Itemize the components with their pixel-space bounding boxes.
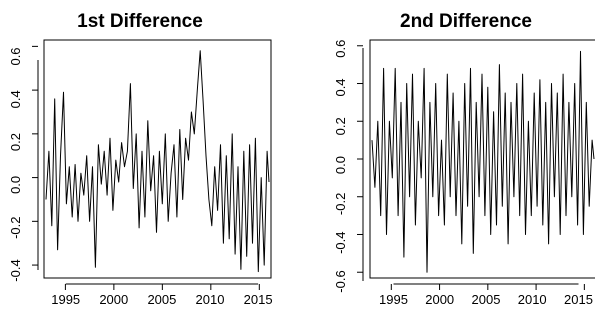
- y-tick-label: 0.2: [8, 133, 23, 151]
- x-tick-label: 2015: [564, 292, 593, 307]
- x-tick-label: 2005: [147, 292, 176, 307]
- y-tick-label: 0.6: [8, 47, 23, 65]
- chart-title: 2nd Difference: [400, 11, 532, 32]
- x-tick-label: 2000: [425, 292, 454, 307]
- x-tick-label: 2000: [99, 292, 128, 307]
- x-ticks: [64, 284, 260, 290]
- y-tick-label: 0.4: [333, 78, 348, 96]
- x-tick-label: 2005: [472, 292, 501, 307]
- series-line-2nd-difference: [371, 50, 595, 273]
- y-tick-label: -0.6: [333, 270, 348, 292]
- y-tick-label: -0.4: [333, 231, 348, 253]
- x-tick-label: 2015: [244, 292, 273, 307]
- x-tick-label: 1995: [51, 292, 80, 307]
- x-ticks: [390, 284, 585, 290]
- y-tick-label: -0.2: [8, 216, 23, 238]
- y-tick-label: 0.2: [333, 117, 348, 135]
- x-tick-label: 1995: [379, 292, 408, 307]
- y-tick-label: 0.0: [8, 176, 23, 194]
- y-tick-label: -0.4: [8, 259, 23, 281]
- plot-box: [369, 39, 595, 279]
- chart-panel-1st-difference: 1st Difference 1995 2000 2005 2010 2015 …: [8, 11, 273, 307]
- x-tick-label: 2010: [518, 292, 547, 307]
- series-line-1st-difference: [45, 50, 270, 273]
- plot-box: [43, 39, 272, 279]
- y-tick-label: -0.2: [333, 193, 348, 215]
- y-tick-label: 0.4: [8, 90, 23, 108]
- chart-panel-2nd-difference: 2nd Difference 1995 2000 2005 2010 2015 …: [333, 11, 595, 307]
- y-ticks: [32, 45, 38, 266]
- y-ticks: [357, 45, 363, 273]
- chart-title: 1st Difference: [77, 11, 203, 32]
- y-tick-label: 0.0: [333, 156, 348, 174]
- y-tick-label: 0.6: [333, 40, 348, 58]
- x-tick-label: 2010: [196, 292, 225, 307]
